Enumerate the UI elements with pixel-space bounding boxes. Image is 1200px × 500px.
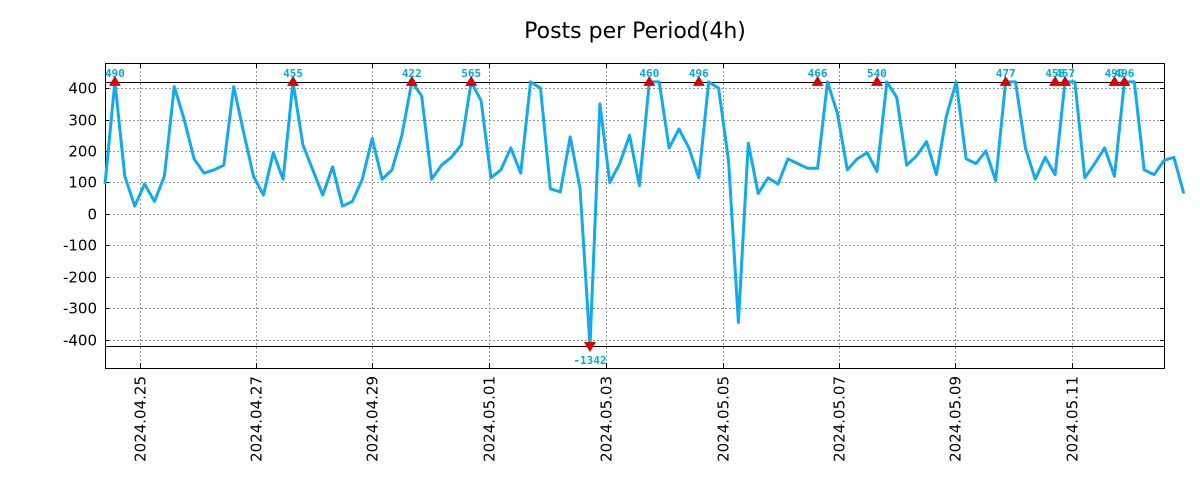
peak-annotation: 467 — [1055, 67, 1075, 80]
peak-marker — [287, 75, 300, 86]
peak-annotation: 455 — [283, 67, 303, 80]
peak-marker — [1118, 75, 1131, 86]
y-tick-label: 200 — [68, 143, 97, 161]
peak-annotation: 477 — [996, 67, 1016, 80]
x-tick-label: 2024.05.07 — [831, 376, 849, 462]
peak-marker — [870, 75, 883, 86]
y-tick-label: 100 — [68, 174, 97, 192]
peak-annotation: 460 — [639, 67, 659, 80]
x-tick-label: 2024.05.01 — [481, 376, 499, 462]
y-tick-label: 0 — [87, 206, 97, 224]
peak-annotation: 490 — [105, 67, 125, 80]
y-axis-ticks: 400 300 200 100 0 -100 -200 -300 -400 — [63, 80, 1164, 350]
x-tick-label: 2024.04.25 — [132, 376, 150, 462]
peak-annotation: 565 — [461, 67, 481, 80]
peak-marker — [405, 75, 418, 86]
x-tick-label: 2024.04.29 — [364, 376, 382, 462]
plot-frame — [105, 63, 1165, 369]
y-tick-label: -300 — [63, 300, 97, 318]
peak-annotation: 458 — [1045, 67, 1065, 80]
x-tick-label: 2024.05.03 — [598, 376, 616, 462]
grid-lines — [105, 63, 1164, 368]
peak-annotation: 496 — [689, 67, 709, 80]
peak-marker — [1108, 75, 1121, 86]
y-tick-label: 400 — [68, 80, 97, 98]
peak-markers — [108, 75, 1131, 352]
x-tick-label: 2024.04.27 — [248, 376, 266, 462]
peak-annotation: -1342 — [573, 354, 606, 367]
peak-marker — [1049, 75, 1062, 86]
chart-title: Posts per Period(4h) — [524, 19, 746, 44]
peak-marker — [108, 75, 121, 86]
peak-annotation: 422 — [402, 67, 422, 80]
x-axis-ticks: 2024.04.25 2024.04.27 2024.04.29 2024.05.01… — [132, 63, 1082, 462]
threshold-lines — [105, 82, 1164, 347]
x-tick-label: 2024.05.11 — [1064, 376, 1082, 462]
series-line — [103, 80, 1186, 348]
peak-annotation: 540 — [867, 67, 887, 80]
y-tick-label: -200 — [63, 269, 97, 287]
peak-marker — [643, 75, 656, 86]
x-tick-label: 2024.05.09 — [947, 376, 965, 462]
peak-marker — [583, 341, 596, 352]
peak-marker — [1059, 75, 1072, 86]
peak-annotation: 490 — [1105, 67, 1125, 80]
peak-marker — [692, 75, 705, 86]
y-tick-label: 300 — [68, 112, 97, 130]
y-tick-label: -100 — [63, 237, 97, 255]
peak-marker — [811, 75, 824, 86]
peak-marker — [999, 75, 1012, 86]
y-tick-label: -400 — [63, 332, 97, 350]
peak-marker — [465, 75, 478, 86]
x-tick-label: 2024.05.05 — [715, 376, 733, 462]
peak-annotation: 466 — [808, 67, 828, 80]
peak-annotation: 496 — [1114, 67, 1134, 80]
